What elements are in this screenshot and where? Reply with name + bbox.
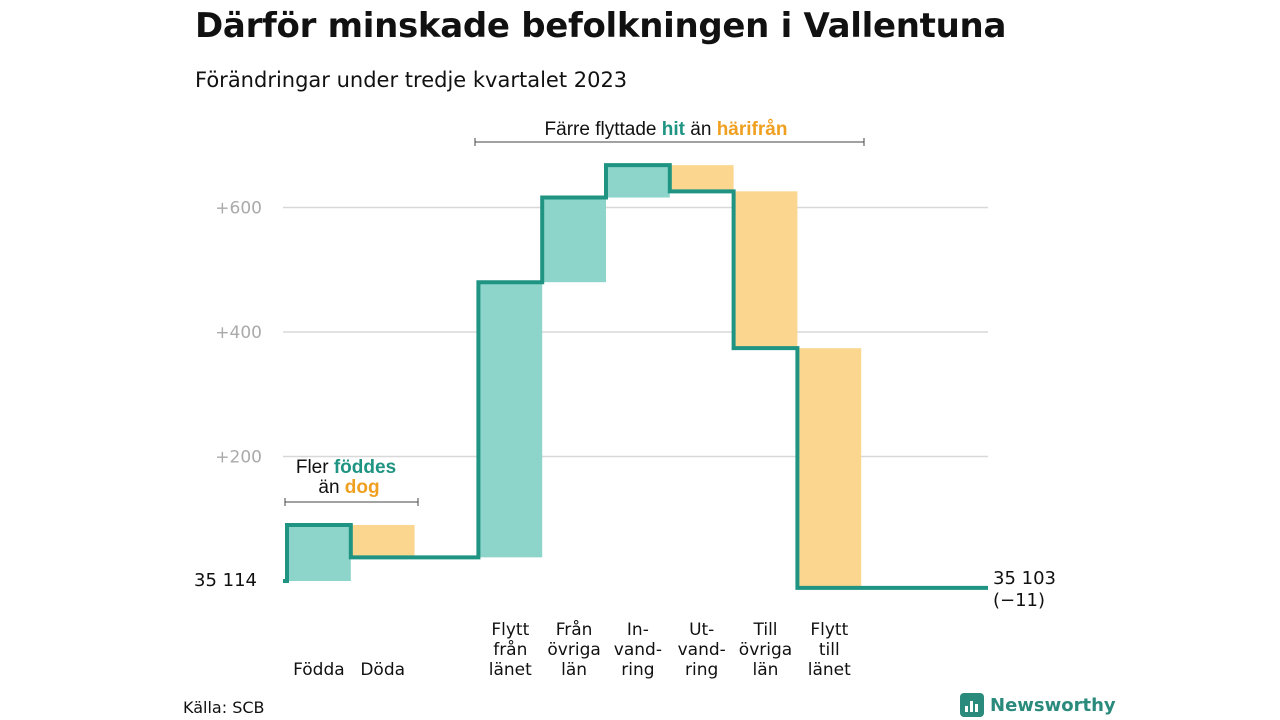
category-label: övriga: [739, 640, 792, 660]
moves-mid: än: [685, 119, 717, 140]
inflow-bar: [478, 282, 543, 558]
category-label: län: [561, 660, 587, 680]
category-label: län: [753, 660, 779, 680]
outflow-bar: [733, 191, 798, 349]
y-tick-label: +200: [215, 448, 262, 468]
category-label: Döda: [360, 660, 405, 680]
outflow-bar: [797, 348, 862, 588]
births-annotation-line2: än dog: [318, 477, 379, 498]
y-tick-label: +400: [215, 323, 262, 343]
category-label: länet: [808, 660, 851, 680]
births-prefix: Fler: [296, 457, 334, 478]
category-label: ring: [621, 660, 654, 680]
category-label: till: [819, 640, 840, 660]
category-label: vand-: [678, 640, 726, 660]
category-label: Födda: [293, 660, 345, 680]
y-tick-label: +600: [215, 199, 262, 219]
cumulative-step-line: [283, 163, 988, 590]
source-note: Källa: SCB: [183, 698, 265, 717]
brand-name: Newsworthy: [990, 694, 1116, 716]
outflow-bar: [669, 165, 734, 192]
outflow-bar: [350, 524, 415, 558]
category-label: ring: [685, 660, 718, 680]
inflow-bar: [287, 524, 351, 581]
category-label: Ut-: [689, 620, 714, 640]
category-label: länet: [489, 660, 532, 680]
moves-orange-word: härifrån: [717, 119, 788, 140]
category-label: från: [493, 639, 527, 660]
inflow-bar: [606, 165, 670, 198]
newsworthy-logo: Newsworthy: [960, 693, 1116, 717]
moves-annotation: Färre flyttade hit än härifrån: [545, 119, 788, 140]
start-value-label: 35 114: [194, 570, 257, 591]
category-label: In-: [627, 620, 649, 640]
births-prefix2: än: [318, 477, 344, 498]
end-value-label: 35 103: [993, 568, 1056, 589]
inflow-bar: [542, 197, 606, 283]
bar-chart-icon: [960, 693, 984, 717]
category-label: övriga: [547, 640, 600, 660]
category-label: Flytt: [810, 620, 848, 640]
chart-subtitle: Förändringar under tredje kvartalet 2023: [195, 68, 628, 92]
category-label: Flytt: [491, 620, 529, 640]
births-annotation-line1: Fler föddes: [296, 457, 396, 478]
moves-prefix: Färre flyttade: [545, 119, 662, 140]
category-label: Till: [752, 620, 777, 640]
births-orange-word: dog: [345, 477, 380, 498]
chart-title: Därför minskade befolkningen i Vallentun…: [195, 6, 1007, 46]
end-change-label: (−11): [993, 590, 1045, 611]
moves-teal-word: hit: [662, 119, 686, 140]
category-label: Från: [556, 619, 593, 640]
category-label: vand-: [614, 640, 662, 660]
births-teal-word: föddes: [334, 457, 396, 478]
